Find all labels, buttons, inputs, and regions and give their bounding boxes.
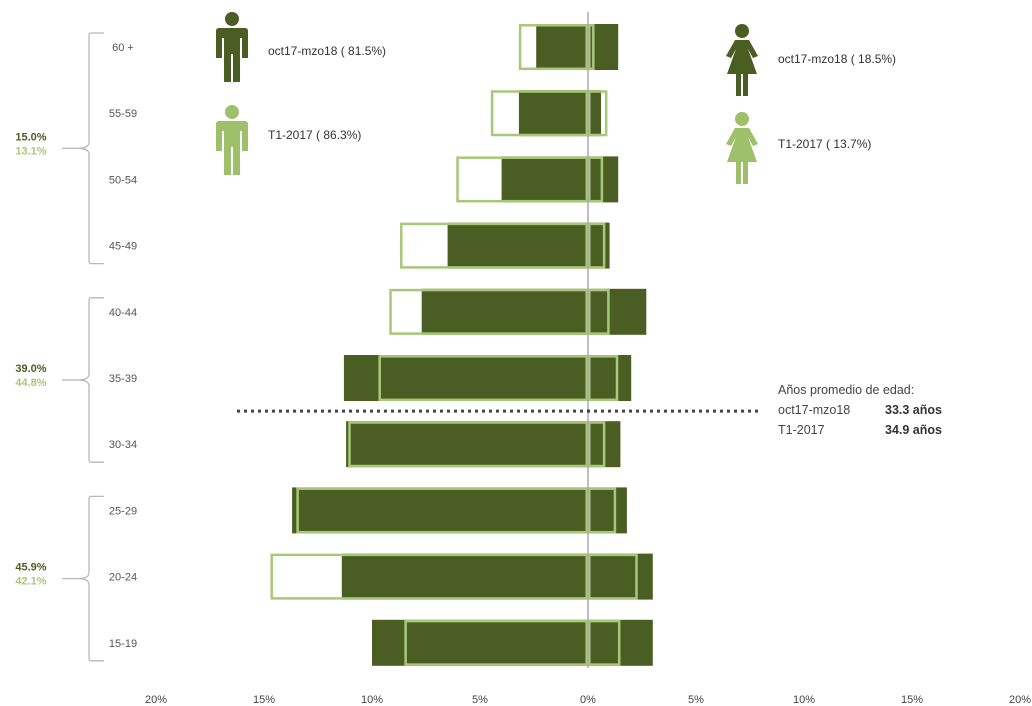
average-age-title: Años promedio de edad: — [778, 383, 914, 397]
x-tick-label: 15% — [901, 694, 923, 706]
female-person-icon — [726, 24, 758, 96]
bar-right-previous — [588, 421, 606, 468]
age-group-bracket — [77, 495, 104, 662]
age-category-labels: 60 + 55-59 50-54 45-49 40-44 35-39 30-34 25-29 2… — [109, 42, 137, 650]
bars-layer — [270, 24, 653, 666]
age-category-label: 40-44 — [109, 307, 137, 319]
bar-right-previous — [588, 355, 619, 402]
bar-left-previous — [389, 288, 588, 335]
bar-left-previous — [348, 421, 589, 468]
legend-label: oct17-mzo18 ( 18.5%) — [778, 52, 896, 66]
x-tick-label: 5% — [472, 694, 488, 706]
legend-label: T1-2017 ( 86.3%) — [268, 128, 361, 142]
bar-right-previous — [588, 90, 608, 137]
bar-left-previous — [456, 156, 589, 203]
male-person-icon — [216, 12, 248, 82]
x-tick-label: 5% — [688, 694, 704, 706]
female-person-icon — [726, 112, 758, 184]
bar-right-previous — [588, 288, 610, 335]
x-tick-label: 10% — [361, 694, 383, 706]
bar-left-previous — [270, 553, 588, 600]
age-category-label: 50-54 — [109, 174, 137, 186]
x-axis: 20% 15% 10% 5% 0% 5% 10% 15% 20% — [145, 12, 1031, 706]
group-brackets: 15.0% 13.1% 39.0% 44.8% 45.9% 42.1% — [15, 32, 104, 662]
bar-left-previous — [296, 487, 588, 534]
bar-left-previous — [490, 90, 589, 137]
average-age-value: 34.9 años — [885, 423, 942, 437]
bar-left-current — [346, 421, 588, 468]
age-category-label: 30-34 — [109, 439, 137, 451]
bar-left-previous — [518, 24, 588, 71]
bar-right-previous — [588, 553, 638, 600]
x-tick-label: 20% — [1009, 694, 1031, 706]
bar-left-current — [421, 288, 588, 335]
average-age-value: 33.3 años — [885, 403, 942, 417]
icon-body — [216, 28, 248, 82]
group-share-current: 45.9% — [15, 562, 46, 574]
legend-label: oct17-mzo18 ( 81.5%) — [268, 44, 386, 58]
age-category-label: 45-49 — [109, 241, 137, 253]
legend-label: T1-2017 ( 13.7%) — [778, 137, 871, 151]
bar-right-current — [588, 487, 627, 534]
bar-left-current — [501, 156, 588, 203]
x-tick-label: 20% — [145, 694, 167, 706]
bar-left-current — [341, 553, 588, 600]
icon-head — [225, 105, 239, 119]
bar-right-current — [588, 288, 647, 335]
age-category-label: 25-29 — [109, 505, 137, 517]
male-person-icon — [216, 105, 248, 175]
icon-head — [735, 24, 749, 38]
bar-right-previous — [588, 487, 617, 534]
bar-left-previous — [400, 222, 588, 269]
age-category-label: 35-39 — [109, 373, 137, 385]
age-group-bracket — [77, 32, 104, 265]
group-share-current: 39.0% — [15, 363, 46, 375]
bar-right-current — [588, 90, 601, 137]
bar-left-previous — [378, 355, 588, 402]
x-tick-label: 10% — [793, 694, 815, 706]
age-category-label: 55-59 — [109, 108, 137, 120]
x-tick-label: 0% — [580, 694, 596, 706]
x-tick-label: 15% — [253, 694, 275, 706]
bar-left-current — [447, 222, 588, 269]
bar-right-previous — [588, 156, 604, 203]
group-share-previous: 44.8% — [15, 377, 46, 389]
bar-left-current — [343, 355, 588, 401]
icon-body — [726, 128, 758, 184]
group-share-previous: 13.1% — [15, 145, 46, 157]
average-age-annotation: Años promedio de edad: oct17-mzo18 33.3 añ… — [778, 383, 942, 437]
icon-body — [726, 40, 758, 96]
bar-left-current — [372, 619, 588, 666]
bar-left-current — [292, 487, 588, 534]
bar-left-current — [518, 90, 588, 137]
age-category-label: 15-19 — [109, 638, 137, 650]
bar-left-previous — [404, 619, 588, 666]
age-category-label: 60 + — [112, 42, 134, 54]
icon-body — [216, 121, 248, 175]
bar-right-previous — [588, 24, 595, 71]
icon-head — [225, 12, 239, 26]
average-age-label: oct17-mzo18 — [778, 403, 850, 417]
bar-right-previous — [588, 222, 606, 269]
bar-right-current — [588, 222, 610, 269]
age-group-bracket — [77, 297, 104, 463]
icon-head — [735, 112, 749, 126]
average-age-label: T1-2017 — [778, 423, 825, 437]
legend: oct17-mzo18 ( 81.5%) T1-2017 ( 86.3%) oct1… — [216, 12, 896, 184]
bar-left-current — [536, 24, 588, 70]
group-share-current: 15.0% — [15, 131, 46, 143]
group-share-previous: 42.1% — [15, 576, 46, 588]
bar-right-current — [588, 553, 653, 600]
age-category-label: 20-24 — [109, 572, 137, 584]
bar-right-current — [588, 355, 632, 401]
bar-right-previous — [588, 619, 621, 666]
